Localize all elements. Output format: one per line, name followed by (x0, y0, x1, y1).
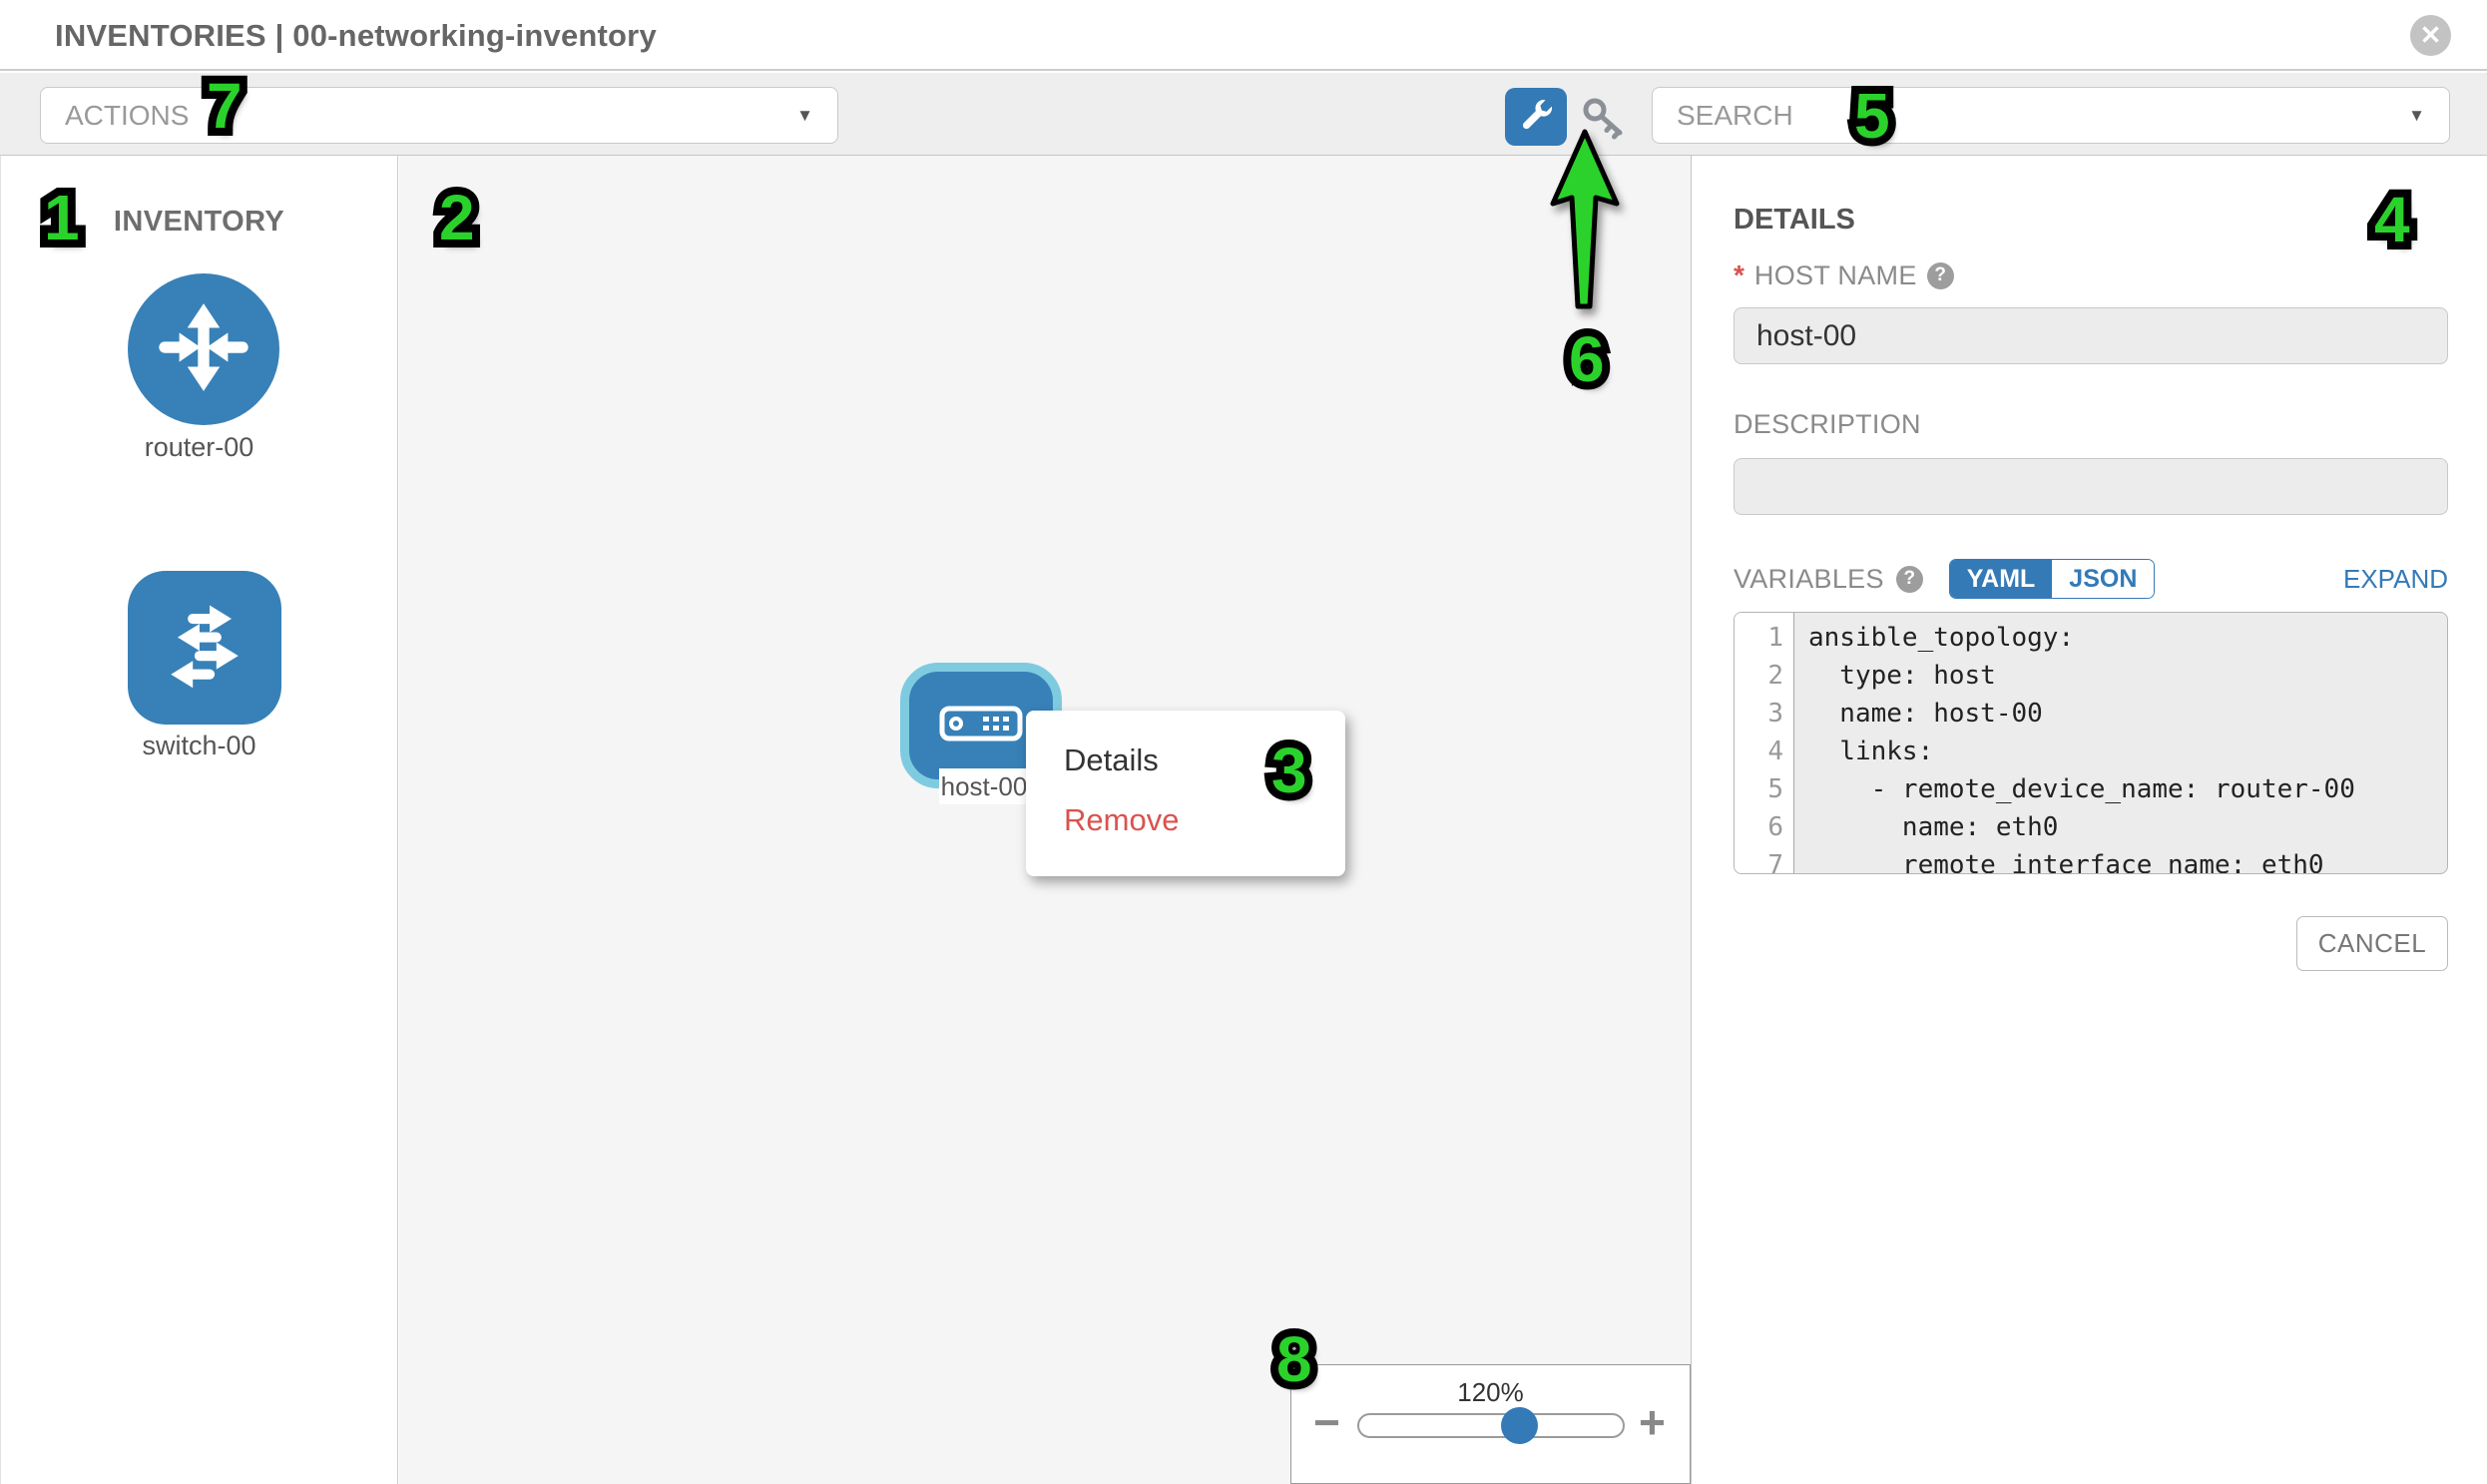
inventory-sidebar: INVENTORY router-00 (0, 156, 398, 1484)
wrench-icon (1517, 96, 1555, 139)
description-label: DESCRIPTION (1734, 409, 1921, 439)
key-icon (1580, 96, 1630, 145)
zoom-in-button[interactable]: + (1639, 1396, 1666, 1448)
search-dropdown[interactable]: SEARCH ▼ (1652, 87, 2450, 144)
code-line-numbers: 1 2 3 4 5 6 7 (1735, 613, 1794, 873)
device-label-router: router-00 (144, 432, 254, 462)
line-number: 6 (1767, 812, 1783, 842)
device-label-switch: switch-00 (142, 731, 256, 760)
line-number: 5 (1767, 774, 1783, 804)
line-number: 3 (1767, 699, 1783, 729)
code-line: type: host (1808, 661, 1996, 691)
zoom-slider-track[interactable] (1357, 1413, 1625, 1438)
code-line: name: eth0 (1808, 812, 2059, 842)
key-icon-button[interactable] (1577, 95, 1633, 145)
code-line: remote_interface_name: eth0 (1808, 850, 2324, 874)
switch-icon (151, 592, 258, 705)
topology-canvas[interactable]: host-00 Details Remove 120% − + (399, 156, 1691, 1484)
zoom-slider-handle[interactable] (1501, 1407, 1538, 1444)
host-icon (939, 706, 1023, 746)
chevron-down-icon: ▼ (2408, 105, 2425, 125)
details-panel: DETAILS * HOST NAME ? DESCRIPTION VARIAB… (1691, 156, 2487, 1484)
actions-dropdown-label: ACTIONS (65, 99, 190, 131)
device-palette-router[interactable] (128, 273, 279, 425)
variables-code-editor[interactable]: 1 2 3 4 5 6 7 ansible_topology: type: ho… (1734, 612, 2448, 874)
code-line: name: host-00 (1808, 699, 2043, 729)
chevron-down-icon: ▼ (796, 105, 813, 125)
zoom-level-readout: 120% (1457, 1377, 1524, 1407)
cancel-button[interactable]: CANCEL (2296, 916, 2448, 971)
format-toggle: YAML JSON (1948, 559, 2156, 599)
host-node-label: host-00 (939, 768, 1029, 804)
code-line: ansible_topology: (1808, 623, 2075, 653)
search-dropdown-label: SEARCH (1677, 99, 1793, 131)
device-palette-switch[interactable] (128, 571, 281, 725)
variables-label: VARIABLES (1734, 563, 1884, 594)
line-number: 4 (1767, 737, 1783, 766)
help-icon[interactable]: ? (1895, 565, 1923, 593)
line-number: 7 (1767, 850, 1783, 874)
configure-topology-button[interactable] (1505, 88, 1567, 146)
host-name-label-row: * HOST NAME ? (1734, 259, 1954, 291)
host-name-field[interactable] (1734, 307, 2448, 364)
host-name-label: HOST NAME (1753, 259, 1917, 290)
required-asterisk: * (1734, 259, 1744, 290)
context-menu-item-details[interactable]: Details (1064, 742, 1159, 777)
code-line: - remote_device_name: router-00 (1808, 774, 2355, 804)
toolbar: ACTIONS ▼ SEARCH ▼ (0, 73, 2487, 156)
code-content[interactable]: ansible_topology: type: host name: host-… (1794, 613, 2447, 873)
actions-dropdown[interactable]: ACTIONS ▼ (40, 87, 838, 144)
tab-json[interactable]: JSON (2052, 560, 2155, 598)
line-number: 2 (1767, 661, 1783, 691)
page-title: INVENTORIES | 00-networking-inventory (55, 18, 657, 53)
tab-yaml[interactable]: YAML (1949, 560, 2053, 598)
router-icon (152, 295, 255, 404)
description-label-row: DESCRIPTION (1734, 409, 1921, 440)
close-icon[interactable]: ✕ (2410, 15, 2451, 56)
variables-header-row: VARIABLES ? YAML JSON EXPAND (1734, 557, 2448, 601)
node-context-menu: Details Remove (1026, 711, 1345, 876)
zoom-control: 120% − + (1290, 1364, 1691, 1484)
code-line: links: (1808, 737, 1934, 766)
expand-link[interactable]: EXPAND (2343, 563, 2448, 594)
line-number: 1 (1767, 623, 1783, 653)
help-icon[interactable]: ? (1926, 261, 1954, 289)
zoom-out-button[interactable]: − (1313, 1396, 1340, 1448)
context-menu-item-remove[interactable]: Remove (1064, 802, 1180, 837)
description-field[interactable] (1734, 458, 2448, 515)
details-panel-title: DETAILS (1734, 204, 1855, 236)
header-bar: INVENTORIES | 00-networking-inventory ✕ (0, 0, 2487, 71)
sidebar-title: INVENTORY (113, 206, 285, 238)
